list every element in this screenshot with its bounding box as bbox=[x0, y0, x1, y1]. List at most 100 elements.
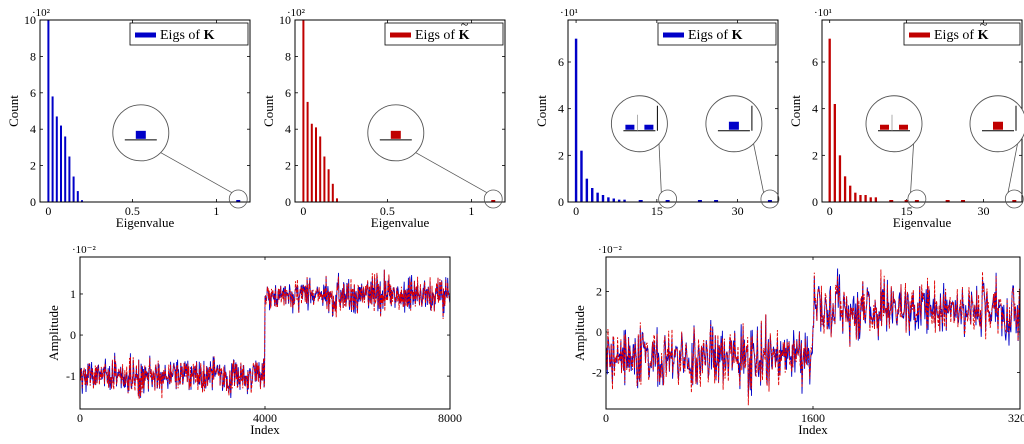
histogram-bar bbox=[315, 127, 317, 202]
x-tick-label: 0 bbox=[77, 411, 83, 425]
y-tick-label: 10 bbox=[279, 13, 291, 27]
legend-box bbox=[384, 22, 504, 46]
histogram-bar bbox=[55, 116, 58, 202]
histogram-bar bbox=[336, 198, 338, 202]
series-group bbox=[80, 269, 450, 400]
zoom-connector bbox=[160, 152, 233, 194]
histogram-bar bbox=[864, 195, 867, 202]
x-tick-label: 0 bbox=[300, 204, 306, 218]
y-axis-label: Count bbox=[6, 95, 21, 127]
legend-box bbox=[657, 22, 777, 46]
y-tick-label: 6 bbox=[285, 86, 291, 100]
hist3-panel: 0 15 30 0 2 4 6 ·10¹ Count Eigs of K bbox=[534, 7, 780, 218]
axis-exponent: ·10⁻² bbox=[598, 244, 622, 256]
x-tick-label: 3200 bbox=[1008, 411, 1024, 425]
x-tick-label: 4000 bbox=[253, 411, 277, 425]
legend-matrix: K bbox=[459, 28, 470, 43]
x-tick-label: 30 bbox=[978, 204, 990, 218]
y-tick-label: 0 bbox=[285, 195, 291, 209]
y-tick-label: 6 bbox=[558, 55, 564, 69]
plot-frame bbox=[294, 19, 506, 203]
legend-prefix: Eigs of bbox=[934, 28, 978, 43]
x-tick-label: 1 bbox=[213, 204, 219, 218]
histogram-bar bbox=[869, 197, 872, 202]
x-tick-label: 15 bbox=[651, 204, 663, 218]
histogram-bar bbox=[574, 38, 578, 202]
histogram-bar bbox=[323, 156, 326, 202]
zoom-bar bbox=[899, 124, 908, 130]
x-axis-label: Eigenvalue bbox=[371, 215, 430, 230]
zoom-bar bbox=[625, 124, 635, 130]
histogram-bar bbox=[327, 169, 330, 202]
zoom-target-circle bbox=[483, 189, 503, 209]
histogram-bar bbox=[617, 199, 621, 202]
histogram-bar bbox=[580, 150, 583, 202]
histogram-bar bbox=[854, 192, 857, 202]
x-tick-label: 0 bbox=[603, 411, 609, 425]
outlier-bar bbox=[961, 200, 966, 202]
zoom-bar bbox=[993, 121, 1003, 130]
zoom-bar bbox=[135, 130, 146, 139]
y-tick-label: 6 bbox=[812, 55, 818, 69]
y-tick-label: 2 bbox=[812, 148, 818, 162]
histogram-bar bbox=[612, 198, 615, 202]
y-tick-label: 0 bbox=[812, 195, 818, 209]
histogram-bar bbox=[331, 183, 334, 202]
zoom-target-circle bbox=[760, 189, 780, 209]
histogram-bar bbox=[72, 176, 75, 202]
zoom-target-circle bbox=[228, 189, 248, 209]
histogram-bar bbox=[828, 38, 831, 202]
x-tick-label: 0 bbox=[827, 204, 833, 218]
histogram-bar bbox=[596, 192, 599, 202]
legend-text: Eigs of K bbox=[415, 28, 470, 43]
outlier-bar bbox=[665, 200, 670, 202]
legend-text: Eigs of K bbox=[688, 28, 743, 43]
outlier-bar bbox=[767, 200, 772, 202]
x-tick-label: 8000 bbox=[438, 411, 462, 425]
outlier-bar bbox=[491, 200, 496, 202]
y-axis-label: Count bbox=[534, 95, 549, 127]
sig1-panel: 0 4000 8000 -1 0 1 ·10⁻² Index Amplitude bbox=[46, 244, 462, 437]
zoom-target-circle bbox=[658, 189, 678, 209]
axis-exponent: ·10¹ bbox=[814, 7, 832, 19]
y-axis-label: Count bbox=[261, 95, 276, 127]
series-line-red bbox=[80, 269, 450, 400]
zoom-bar bbox=[644, 124, 654, 130]
x-tick-label: 0 bbox=[573, 204, 579, 218]
zoom-target-circle bbox=[1004, 189, 1024, 209]
histogram-bar bbox=[607, 197, 610, 202]
y-tick-label: 2 bbox=[30, 159, 36, 173]
x-tick-label: 0.5 bbox=[125, 204, 140, 218]
x-axis-label: Index bbox=[798, 422, 828, 437]
legend-box bbox=[903, 22, 1021, 46]
histogram-bar bbox=[68, 156, 71, 202]
histogram-bar bbox=[319, 136, 322, 202]
x-tick-label: 0.5 bbox=[380, 204, 395, 218]
legend-prefix: Eigs of bbox=[688, 28, 732, 43]
zoom-inset-circle bbox=[865, 95, 923, 153]
y-tick-label: 0 bbox=[70, 328, 76, 342]
x-tick-label: 1600 bbox=[801, 411, 825, 425]
histogram-bar bbox=[51, 96, 54, 202]
series-line-red bbox=[606, 269, 1020, 406]
histogram-bar bbox=[591, 188, 594, 202]
y-tick-label: 4 bbox=[30, 122, 36, 136]
y-tick-label: 4 bbox=[812, 102, 818, 116]
histogram-bar bbox=[81, 200, 83, 202]
y-tick-label: -2 bbox=[592, 366, 602, 380]
x-tick-label: 0 bbox=[45, 204, 51, 218]
histogram-bar bbox=[64, 136, 67, 202]
series-group bbox=[606, 268, 1020, 406]
y-axis-label: Amplitude bbox=[572, 305, 587, 361]
axis-exponent: ·10² bbox=[32, 7, 51, 19]
zoom-connector bbox=[1007, 143, 1018, 193]
y-tick-label: 2 bbox=[285, 159, 291, 173]
histogram-bar bbox=[833, 104, 836, 202]
y-tick-label: 0 bbox=[596, 325, 602, 339]
y-tick-label: 10 bbox=[24, 13, 36, 27]
zoom-inset-circle bbox=[610, 95, 668, 153]
outlier-bar bbox=[697, 200, 702, 202]
axis-exponent: ·10⁻² bbox=[72, 244, 96, 256]
